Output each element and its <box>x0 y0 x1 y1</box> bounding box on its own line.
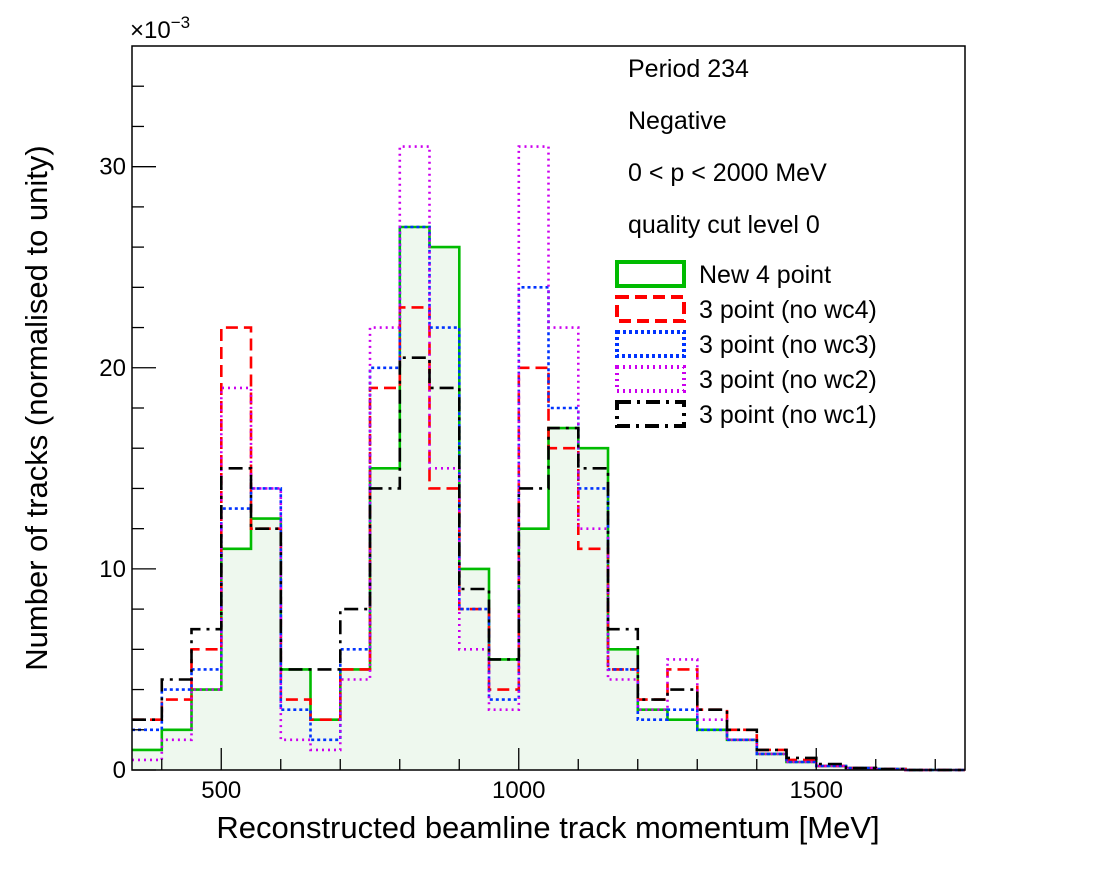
legend-swatch-0 <box>615 260 686 288</box>
legend-label-1: 3 point (no wc4) <box>699 296 877 324</box>
legend-label-3: 3 point (no wc2) <box>699 366 877 394</box>
legend-swatch-1 <box>615 295 686 323</box>
series-line-2 <box>132 225 965 772</box>
legend-label-2: 3 point (no wc3) <box>699 331 877 359</box>
legend-label-0: New 4 point <box>699 261 831 289</box>
y-tick-label: 10 <box>99 556 126 583</box>
annotation-charge: Negative <box>628 107 727 135</box>
annotation-quality-cut: quality cut level 0 <box>628 211 820 239</box>
x-tick-label: 500 <box>201 777 241 804</box>
x-axis-title: Reconstructed beamline track momentum [M… <box>216 810 879 845</box>
y-tick-label: 0 <box>113 757 126 784</box>
x-tick-label: 1500 <box>790 777 843 804</box>
annotation-momentum-range: 0 < p < 2000 MeV <box>628 159 827 187</box>
legend-swatch-4 <box>615 400 686 428</box>
legend-label-4: 3 point (no wc1) <box>699 401 877 429</box>
x-tick-label: 1000 <box>492 777 545 804</box>
y-tick-label: 20 <box>99 355 126 382</box>
legend-swatch-3 <box>615 365 686 393</box>
annotation-period: Period 234 <box>628 55 749 83</box>
y-axis-multiplier: ×10−3 <box>130 13 190 44</box>
y-tick-label: 30 <box>99 154 126 181</box>
y-axis-title: Number of tracks (normalised to unity) <box>19 145 54 670</box>
legend: New 4 point 3 point (no wc4) 3 point (no w… <box>615 260 877 429</box>
legend-swatch-2 <box>615 330 686 358</box>
